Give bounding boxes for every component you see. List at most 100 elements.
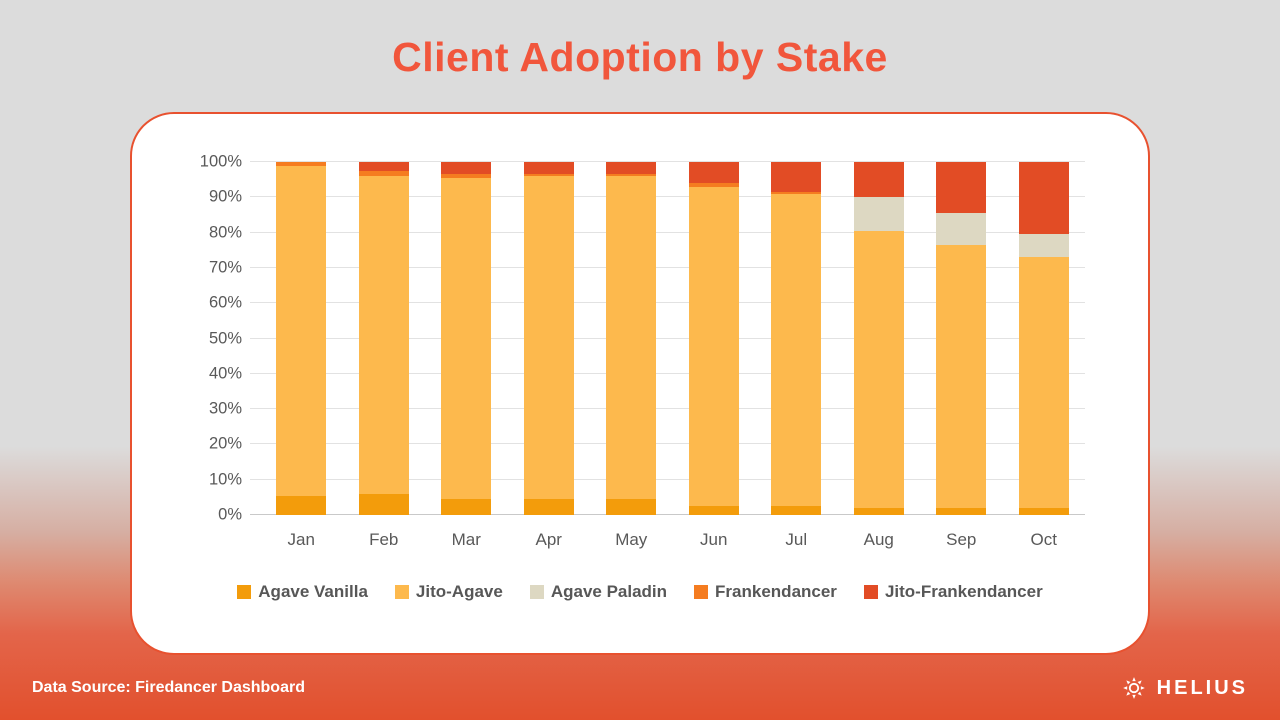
- y-tick-label: 70%: [208, 258, 242, 277]
- bar-segment-sep[interactable]: [936, 244, 987, 508]
- bar-row: [260, 162, 1085, 515]
- x-axis-label-mar: Mar: [451, 530, 481, 549]
- bar-segment-apr[interactable]: [523, 162, 574, 175]
- y-axis: 0% 10% 20% 30% 40% 50% 60% 70% 80% 90% 100%: [132, 153, 250, 524]
- x-axis-label-feb: Feb: [369, 530, 399, 549]
- chart-card: 0% 10% 20% 30% 40% 50% 60% 70% 80% 90% 100% Jan Feb…: [130, 112, 1150, 655]
- brand-name: HELIUS: [1156, 676, 1248, 699]
- bar-segment-sep[interactable]: [936, 162, 987, 214]
- y-tick-label: 100%: [199, 152, 242, 171]
- gridline: [250, 514, 1085, 515]
- bar-segment-oct[interactable]: [1018, 234, 1069, 258]
- bar-segment-jun[interactable]: [688, 162, 739, 184]
- bar-segment-jul[interactable]: [771, 506, 822, 515]
- legend-label: Jito-Agave: [415, 582, 503, 601]
- x-axis-label-sep: Sep: [946, 530, 977, 549]
- gridline: [250, 231, 1085, 233]
- x-axis-label-aug: Aug: [863, 530, 894, 549]
- bar-segment-jun[interactable]: [688, 186, 739, 507]
- bar-segment-feb[interactable]: [358, 493, 409, 515]
- legend-swatch-icon: [863, 585, 878, 599]
- bar-segment-oct[interactable]: [1018, 507, 1069, 515]
- footer: Data Source: Firedancer Dashboard HELIUS: [0, 656, 1280, 720]
- bar-segment-aug[interactable]: [853, 197, 904, 231]
- bar-segment-jul[interactable]: [771, 193, 822, 507]
- helius-sun-icon: [1121, 675, 1147, 701]
- gridline: [250, 302, 1085, 304]
- bar-segment-sep[interactable]: [936, 213, 987, 245]
- bar-segment-may[interactable]: [606, 174, 657, 177]
- brand-logo: HELIUS: [1121, 675, 1248, 701]
- legend-swatch-icon: [694, 585, 709, 599]
- bar-segment-mar[interactable]: [441, 162, 492, 175]
- y-tick-label: 30%: [208, 399, 242, 418]
- legend-label: Jito-Frankendancer: [884, 582, 1043, 601]
- bar-segment-sep[interactable]: [936, 507, 987, 515]
- y-tick-label: 80%: [208, 223, 242, 242]
- gridline: [250, 266, 1085, 268]
- gridline: [250, 196, 1085, 198]
- bar-may[interactable]: [606, 162, 657, 515]
- bar-apr[interactable]: [523, 162, 574, 515]
- bar-segment-jan[interactable]: [276, 495, 327, 515]
- bar-segment-feb[interactable]: [358, 162, 409, 171]
- bar-segment-oct[interactable]: [1018, 257, 1069, 508]
- bar-segment-aug[interactable]: [853, 162, 904, 198]
- x-axis-label-oct: Oct: [1030, 530, 1057, 549]
- bar-segment-apr[interactable]: [523, 499, 574, 515]
- bar-segment-aug[interactable]: [853, 230, 904, 508]
- bar-segment-jul[interactable]: [771, 192, 822, 194]
- bar-segment-mar[interactable]: [441, 499, 492, 515]
- y-tick-label: 20%: [208, 434, 242, 453]
- bar-jan[interactable]: [276, 162, 327, 515]
- bar-segment-mar[interactable]: [441, 177, 492, 500]
- bar-segment-jan[interactable]: [276, 162, 327, 166]
- bar-segment-oct[interactable]: [1018, 162, 1069, 235]
- legend-label: Agave Paladin: [550, 582, 668, 601]
- page-title: Client Adoption by Stake: [392, 34, 888, 80]
- bar-oct[interactable]: [1018, 162, 1069, 515]
- bar-segment-feb[interactable]: [358, 170, 409, 177]
- legend-swatch-icon: [529, 585, 544, 599]
- bar-jun[interactable]: [688, 162, 739, 515]
- bar-segment-apr[interactable]: [523, 176, 574, 500]
- bar-jul[interactable]: [771, 162, 822, 515]
- bar-segment-may[interactable]: [606, 499, 657, 515]
- bar-segment-jul[interactable]: [771, 162, 822, 193]
- bar-segment-mar[interactable]: [441, 174, 492, 178]
- legend-swatch-icon: [394, 585, 409, 599]
- gridline: [250, 478, 1085, 480]
- x-axis: Jan Feb Mar Apr May Jun Jul Aug Sep Oct: [260, 530, 1085, 550]
- gridline: [250, 337, 1085, 339]
- y-tick-label: 90%: [208, 187, 242, 206]
- legend-item: Agave Vanilla: [237, 582, 368, 602]
- bar-segment-may[interactable]: [606, 176, 657, 500]
- bar-sep[interactable]: [936, 162, 987, 515]
- bar-aug[interactable]: [853, 162, 904, 515]
- legend-item: Jito-Frankendancer: [863, 582, 1043, 602]
- legend-label: Frankendancer: [715, 582, 837, 601]
- bar-segment-jun[interactable]: [688, 183, 739, 187]
- y-tick-label: 10%: [208, 470, 242, 489]
- gridline: [250, 161, 1085, 162]
- bar-mar[interactable]: [441, 162, 492, 515]
- y-tick-label: 0%: [218, 505, 242, 524]
- legend-item: Jito-Agave: [394, 582, 503, 602]
- bar-feb[interactable]: [358, 162, 409, 515]
- bar-segment-jun[interactable]: [688, 506, 739, 515]
- bar-segment-aug[interactable]: [853, 507, 904, 515]
- gridline: [250, 443, 1085, 445]
- y-tick-label: 50%: [208, 329, 242, 347]
- x-axis-label-jan: Jan: [287, 530, 315, 549]
- plot-area: [250, 161, 1085, 515]
- x-axis-label-apr: Apr: [535, 530, 562, 549]
- x-axis-label-may: May: [615, 530, 648, 549]
- bar-segment-may[interactable]: [606, 162, 657, 175]
- bar-segment-feb[interactable]: [358, 176, 409, 494]
- bar-segment-apr[interactable]: [523, 174, 574, 177]
- bar-segment-jan[interactable]: [276, 165, 327, 496]
- chart-legend: Agave Vanilla Jito-Agave Agave Paladin Fran…: [132, 582, 1148, 602]
- gridline: [250, 372, 1085, 374]
- legend-label: Agave Vanilla: [258, 582, 368, 601]
- legend-swatch-icon: [237, 585, 252, 599]
